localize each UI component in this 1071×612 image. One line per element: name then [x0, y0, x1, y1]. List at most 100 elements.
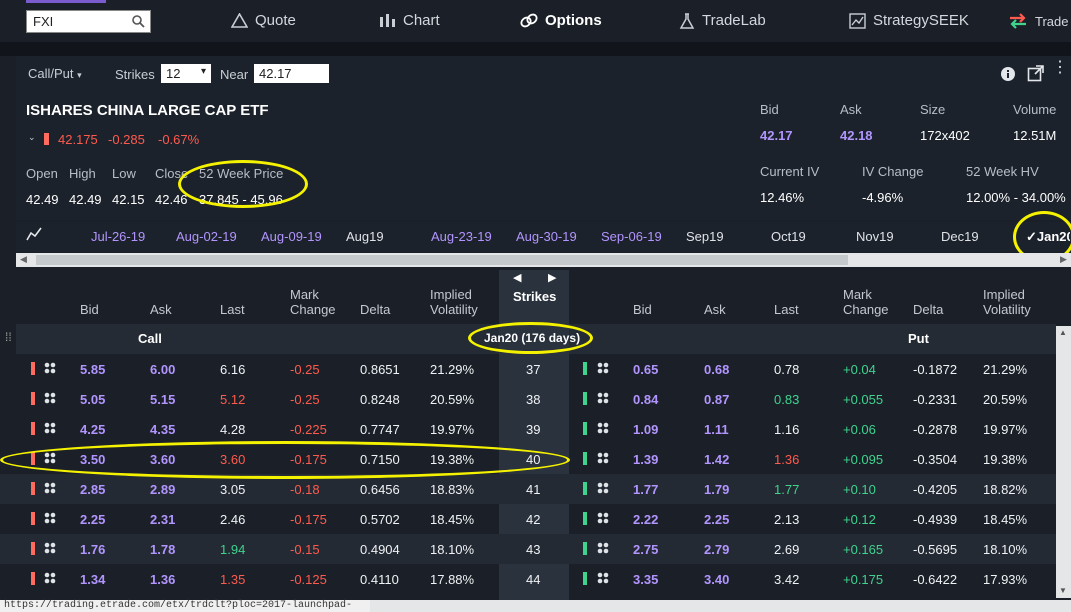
put-mark-change-cell[interactable]: +0.04: [843, 362, 876, 377]
call-bid-cell[interactable]: 2.85: [80, 482, 106, 497]
call-last-cell[interactable]: 6.16: [220, 362, 246, 377]
call-iv-cell[interactable]: 18.10%: [430, 542, 475, 557]
put-strategy-grid-icon[interactable]: [597, 452, 609, 464]
call-iv-cell[interactable]: 18.83%: [430, 482, 475, 497]
put-delta-cell[interactable]: -0.2878: [913, 422, 958, 437]
put-bid-cell[interactable]: 1.09: [633, 422, 659, 437]
call-last-cell[interactable]: 4.28: [220, 422, 246, 437]
put-strategy-grid-icon[interactable]: [597, 572, 609, 584]
put-delta-cell[interactable]: -0.3504: [913, 452, 958, 467]
put-mark-change-cell[interactable]: +0.095: [843, 452, 884, 467]
more-menu-icon[interactable]: ⋮: [1052, 59, 1068, 76]
put-delta-cell[interactable]: -0.4939: [913, 512, 958, 527]
call-strategy-grid-icon[interactable]: [44, 362, 56, 374]
call-ask-cell[interactable]: 6.00: [150, 362, 176, 377]
put-bid-cell[interactable]: 0.65: [633, 362, 659, 377]
put-ask-cell[interactable]: 1.42: [704, 452, 730, 467]
scroll-down-icon[interactable]: ▼: [1059, 586, 1067, 595]
call-iv-cell[interactable]: 18.45%: [430, 512, 475, 527]
table-row[interactable]: 5.85 6.00 6.16 -0.25 0.8651 21.29% 37 0.65 0.68 0…: [0, 354, 1056, 384]
put-bid-cell[interactable]: 3.35: [633, 572, 659, 587]
expiration-tab[interactable]: Nov19: [856, 229, 894, 244]
scrollbar-thumb[interactable]: [36, 255, 848, 265]
put-last-cell[interactable]: 3.42: [774, 572, 800, 587]
call-ask-cell[interactable]: 1.36: [150, 572, 176, 587]
put-delta-header[interactable]: Delta: [913, 302, 944, 317]
put-ask-cell[interactable]: 1.11: [704, 422, 729, 437]
call-iv-cell[interactable]: 20.59%: [430, 392, 475, 407]
put-delta-cell[interactable]: -0.6422: [913, 572, 958, 587]
call-delta-cell[interactable]: 0.7747: [360, 422, 400, 437]
call-strategy-grid-icon[interactable]: [44, 422, 56, 434]
put-bid-cell[interactable]: 1.77: [633, 482, 659, 497]
put-delta-cell[interactable]: -0.2331: [913, 392, 958, 407]
put-delta-cell[interactable]: -0.4205: [913, 482, 958, 497]
call-delta-cell[interactable]: 0.4904: [360, 542, 400, 557]
call-iv-cell[interactable]: 19.97%: [430, 422, 475, 437]
put-last-header[interactable]: Last: [774, 302, 799, 317]
callput-dropdown[interactable]: Call/Put ▾: [28, 66, 82, 81]
table-row[interactable]: 1.34 1.36 1.35 -0.125 0.4110 17.88% 44 3.35 3.40…: [0, 564, 1056, 594]
call-mark-change-cell[interactable]: -0.225: [290, 422, 327, 437]
nav-trade[interactable]: Trade: [1008, 12, 1068, 30]
call-ask-cell[interactable]: 2.31: [150, 512, 176, 527]
search-icon[interactable]: [131, 14, 145, 28]
put-bid-cell[interactable]: 2.22: [633, 512, 659, 527]
expiration-tab[interactable]: Aug-23-19: [431, 229, 492, 244]
call-ask-cell[interactable]: 2.89: [150, 482, 176, 497]
put-mark-header[interactable]: Mark Change: [843, 287, 889, 317]
near-input[interactable]: 42.17: [254, 64, 329, 83]
call-delta-header[interactable]: Delta: [360, 302, 391, 317]
call-delta-cell[interactable]: 0.8248: [360, 392, 400, 407]
put-strategy-grid-icon[interactable]: [597, 362, 609, 374]
call-last-cell[interactable]: 5.12: [220, 392, 246, 407]
put-bid-cell[interactable]: 2.75: [633, 542, 659, 557]
chain-vertical-scrollbar[interactable]: [1056, 326, 1071, 598]
put-ask-cell[interactable]: 1.79: [704, 482, 730, 497]
call-ask-cell[interactable]: 5.15: [150, 392, 176, 407]
put-last-cell[interactable]: 1.36: [774, 452, 800, 467]
expiration-tab[interactable]: Sep19: [686, 229, 724, 244]
nav-tradelab[interactable]: TradeLab: [679, 12, 766, 29]
call-mark-change-cell[interactable]: -0.18: [290, 482, 320, 497]
put-bid-cell[interactable]: 0.84: [633, 392, 659, 407]
put-ask-cell[interactable]: 3.40: [704, 572, 730, 587]
put-strategy-grid-icon[interactable]: [597, 392, 609, 404]
scroll-up-icon[interactable]: ▲: [1059, 328, 1067, 337]
call-mark-change-cell[interactable]: -0.15: [290, 542, 320, 557]
table-row[interactable]: 4.25 4.35 4.28 -0.225 0.7747 19.97% 39 1.09 1.11…: [0, 414, 1056, 444]
call-mark-change-cell[interactable]: -0.25: [290, 392, 320, 407]
call-mark-change-cell[interactable]: -0.125: [290, 572, 327, 587]
put-delta-cell[interactable]: -0.5695: [913, 542, 958, 557]
call-bid-cell[interactable]: 2.25: [80, 512, 106, 527]
strike-prev-icon[interactable]: ◀: [513, 272, 522, 284]
call-last-header[interactable]: Last: [220, 302, 245, 317]
call-delta-cell[interactable]: 0.5702: [360, 512, 400, 527]
put-strategy-grid-icon[interactable]: [597, 422, 609, 434]
table-row[interactable]: 5.05 5.15 5.12 -0.25 0.8248 20.59% 38 0.84 0.87 0…: [0, 384, 1056, 414]
put-mark-change-cell[interactable]: +0.055: [843, 392, 884, 407]
call-strategy-grid-icon[interactable]: [44, 572, 56, 584]
table-row[interactable]: 1.76 1.78 1.94 -0.15 0.4904 18.10% 43 2.75 2.79 2…: [0, 534, 1056, 564]
call-bid-cell[interactable]: 1.34: [80, 572, 106, 587]
put-last-cell[interactable]: 1.77: [774, 482, 800, 497]
call-bid-cell[interactable]: 5.85: [80, 362, 106, 377]
put-mark-change-cell[interactable]: +0.12: [843, 512, 876, 527]
call-strategy-grid-icon[interactable]: [44, 512, 56, 524]
call-delta-cell[interactable]: 0.8651: [360, 362, 400, 377]
call-last-cell[interactable]: 1.94: [220, 542, 246, 557]
put-iv-cell[interactable]: 18.10%: [983, 542, 1028, 557]
put-ask-header[interactable]: Ask: [704, 302, 726, 317]
symbol-search-input[interactable]: FXI: [26, 10, 151, 33]
call-strategy-grid-icon[interactable]: [44, 392, 56, 404]
expiration-tab[interactable]: Jul-26-19: [91, 229, 146, 244]
scroll-left-icon[interactable]: ◀: [20, 254, 27, 264]
put-iv-header[interactable]: Implied Volatility: [983, 287, 1031, 317]
put-bid-header[interactable]: Bid: [633, 302, 652, 317]
put-iv-cell[interactable]: 19.38%: [983, 452, 1028, 467]
info-icon[interactable]: [1000, 66, 1016, 82]
put-iv-cell[interactable]: 18.45%: [983, 512, 1028, 527]
nav-strategyseek[interactable]: StrategySEEK: [849, 12, 969, 29]
call-iv-cell[interactable]: 21.29%: [430, 362, 475, 377]
put-ask-cell[interactable]: 0.68: [704, 362, 730, 377]
